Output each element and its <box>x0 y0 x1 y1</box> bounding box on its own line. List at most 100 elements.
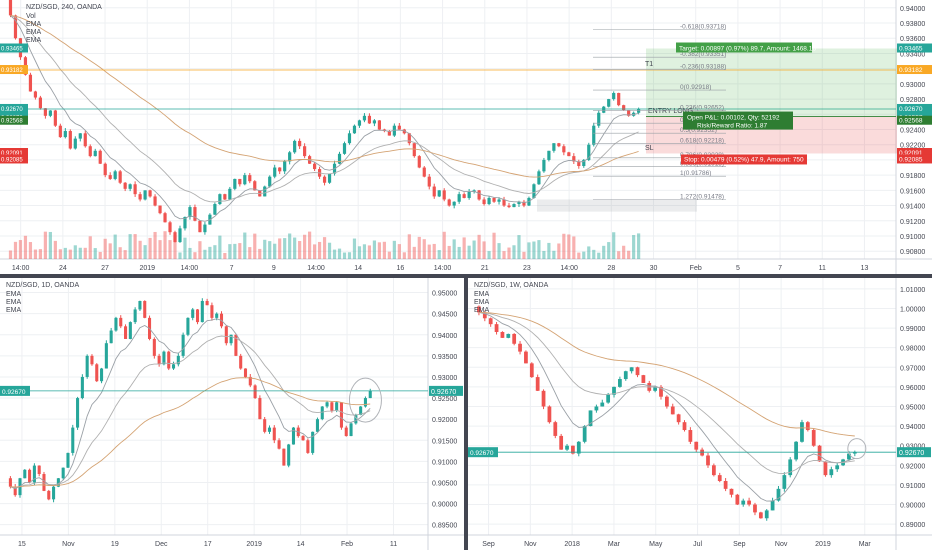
profit-zone[interactable] <box>646 48 897 117</box>
sl-label: SL <box>645 145 654 152</box>
daily-candle <box>28 469 32 483</box>
top-volume-bar <box>223 252 227 259</box>
top-candle <box>502 199 506 206</box>
top-volume-bar <box>228 244 232 259</box>
top-volume-bar <box>567 234 571 259</box>
weekly-candle <box>741 500 746 505</box>
weekly-price-tick: 0.99000 <box>900 326 925 333</box>
top-volume-bar <box>258 248 262 259</box>
top-candle <box>342 143 347 154</box>
top-volume-bar <box>537 240 541 259</box>
top-candle <box>63 131 67 138</box>
top-volume-bar <box>233 243 237 259</box>
top-volume-bar <box>617 251 621 259</box>
daily-indicator-label[interactable]: EMA <box>6 307 22 314</box>
top-candle <box>372 120 377 124</box>
weekly-ema-line-2 <box>478 311 855 474</box>
top-volume-bar <box>108 243 112 259</box>
weekly-candle <box>541 390 546 407</box>
top-candle <box>422 167 426 177</box>
top-volume-bar <box>8 250 13 259</box>
top-candle <box>562 146 566 153</box>
daily-circle-annotation[interactable] <box>348 377 382 423</box>
daily-time-tick: Nov <box>62 541 75 548</box>
weekly-candle <box>653 386 658 391</box>
top-candle <box>462 194 466 198</box>
daily-candle <box>61 467 65 479</box>
daily-indicator-label[interactable]: EMA <box>6 291 22 298</box>
top-candle <box>203 224 207 233</box>
top-candle <box>133 184 137 195</box>
daily-candle <box>243 368 248 377</box>
top-candle <box>537 171 541 185</box>
daily-symbol-title[interactable]: NZD/SGD, 1D, OANDA <box>6 282 79 289</box>
top-volume-bar <box>627 250 631 259</box>
target-box[interactable] <box>676 42 812 53</box>
daily-candle <box>229 334 233 344</box>
top-candle <box>273 167 277 177</box>
top-volume-bar <box>342 252 347 259</box>
daily-candle <box>32 465 36 483</box>
top-indicator-label[interactable]: EMA <box>26 29 42 36</box>
daily-indicator-label[interactable]: EMA <box>6 299 22 306</box>
daily-candle <box>354 414 358 424</box>
top-candle <box>88 146 92 157</box>
weekly-candle <box>852 452 857 454</box>
stop-box[interactable] <box>681 154 807 165</box>
top-volume-bar <box>153 231 157 259</box>
top-candle <box>278 167 282 172</box>
daily-candle <box>325 402 329 407</box>
weekly-candle <box>641 375 646 383</box>
top-candle <box>597 112 601 126</box>
top-candle <box>38 97 42 109</box>
weekly-indicator-label[interactable]: EMA <box>474 307 490 314</box>
pnl-box[interactable] <box>683 111 793 130</box>
top-volume-bar <box>637 233 641 259</box>
top-candle <box>148 190 152 197</box>
horizontal-divider[interactable] <box>0 274 932 278</box>
top-volume-bar <box>462 237 466 259</box>
weekly-candle <box>747 500 751 505</box>
weekly-indicator-label[interactable]: EMA <box>474 299 490 306</box>
top-indicator-label[interactable]: EMA <box>26 37 42 44</box>
top-volume-bar <box>557 243 561 259</box>
top-candle <box>587 144 591 160</box>
top-volume-bar <box>527 242 531 259</box>
top-candle <box>198 220 202 233</box>
top-volume-bar <box>78 247 82 259</box>
daily-price-tick: 0.89500 <box>432 523 457 530</box>
top-candle <box>447 199 451 206</box>
weekly-symbol-title[interactable]: NZD/SGD, 1W, OANDA <box>474 282 549 289</box>
stop-text: Stop: 0.00479 (0.52%) 47.9, Amount: 750 <box>684 156 804 163</box>
weekly-circle-annotation[interactable] <box>847 438 867 460</box>
top-indicator-label[interactable]: Vol <box>26 13 36 20</box>
top-candle <box>143 190 147 200</box>
daily-price-tick: 0.94500 <box>432 312 457 319</box>
daily-candle <box>133 309 137 323</box>
top-candle <box>288 152 292 162</box>
top-volume-bar <box>33 249 38 259</box>
daily-candle <box>143 300 147 318</box>
weekly-price-tick: 0.91000 <box>900 483 925 490</box>
top-symbol-title[interactable]: NZD/SGD, 240, OANDA <box>26 4 102 11</box>
top-volume-bar <box>268 241 272 259</box>
top-candle <box>492 197 496 202</box>
top-indicator-label[interactable]: EMA <box>26 21 42 28</box>
top-volume-bar <box>412 246 416 259</box>
top-time-tick: 7 <box>230 265 234 272</box>
vertical-divider[interactable] <box>464 278 468 550</box>
daily-candle <box>124 326 128 339</box>
fib-level-label: 0(0.92918) <box>680 84 711 91</box>
top-volume-bar <box>243 232 247 259</box>
top-time-tick: 27 <box>101 265 109 272</box>
top-candle <box>532 184 536 198</box>
top-candle <box>377 120 381 130</box>
top-candle <box>352 125 357 134</box>
target-text: Target: 0.00897 (0.97%) 89.7, Amount: 14… <box>679 45 816 52</box>
weekly-time-tick: Sep <box>482 541 495 548</box>
weekly-indicator-label[interactable]: EMA <box>474 291 490 298</box>
daily-candle <box>287 444 291 466</box>
weekly-price-tick: 0.98000 <box>900 346 925 353</box>
daily-candle <box>258 398 262 420</box>
weekly-candle <box>788 459 793 476</box>
